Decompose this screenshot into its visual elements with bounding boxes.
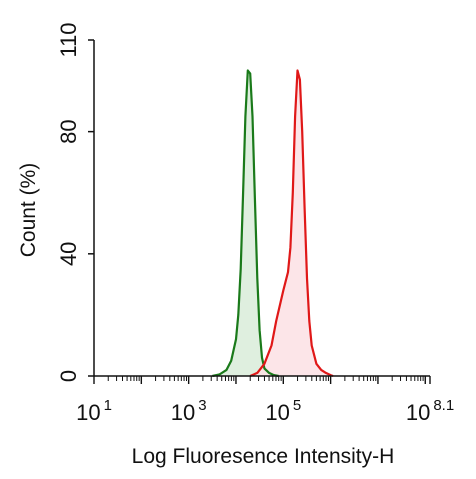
- y-tick-label: 0: [56, 370, 81, 382]
- series-lines: [212, 69, 334, 378]
- x-axis-title: Log Fluoresence Intensity-H: [132, 445, 395, 468]
- series-line-1: [212, 69, 279, 378]
- axes: 0 40 80 110 10 1 10 3 10 5 10 8.1: [56, 22, 454, 425]
- series-fill-1: [212, 70, 279, 376]
- y-axis-title: Count (%): [17, 163, 40, 258]
- series-fills: [212, 70, 333, 376]
- y-tick-label: 40: [56, 242, 81, 266]
- series-line-2: [249, 69, 334, 378]
- y-tick-label: 80: [56, 119, 81, 143]
- y-tick-label: 110: [56, 22, 81, 57]
- x-tick-label: 10 3: [171, 397, 207, 425]
- x-tick-label: 10 8.1: [406, 397, 454, 425]
- x-tick-label: 10 1: [76, 397, 112, 425]
- x-tick-label: 10 5: [265, 397, 301, 425]
